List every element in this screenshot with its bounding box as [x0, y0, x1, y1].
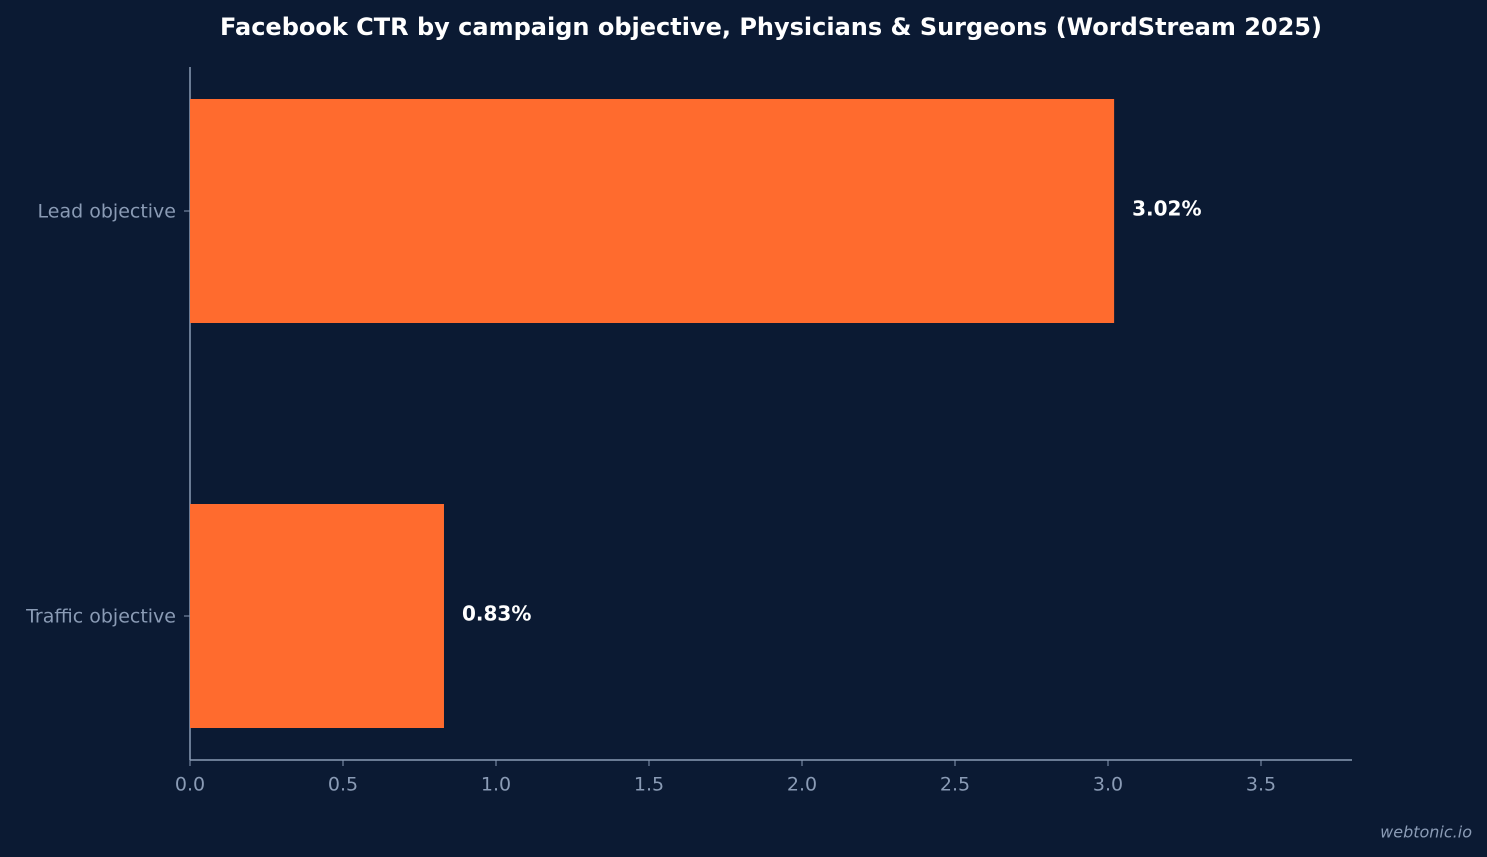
y-tick-label: Traffic objective [25, 606, 176, 628]
x-tick-label: 0.0 [175, 774, 205, 796]
value-label: 0.83% [462, 602, 531, 626]
value-label: 3.02% [1132, 197, 1201, 221]
bar [190, 504, 444, 728]
x-tick-label: 2.0 [787, 774, 817, 796]
chart-title: Facebook CTR by campaign objective, Phys… [220, 13, 1322, 41]
x-tick-label: 1.0 [481, 774, 511, 796]
x-tick-label: 1.5 [634, 774, 664, 796]
bar [190, 99, 1115, 323]
x-tick-label: 3.5 [1246, 774, 1276, 796]
y-tick-label: Lead objective [38, 201, 176, 223]
x-tick-label: 3.0 [1093, 774, 1123, 796]
watermark: webtonic.io [1380, 823, 1472, 842]
x-tick-label: 0.5 [328, 774, 358, 796]
x-tick-label: 2.5 [940, 774, 970, 796]
